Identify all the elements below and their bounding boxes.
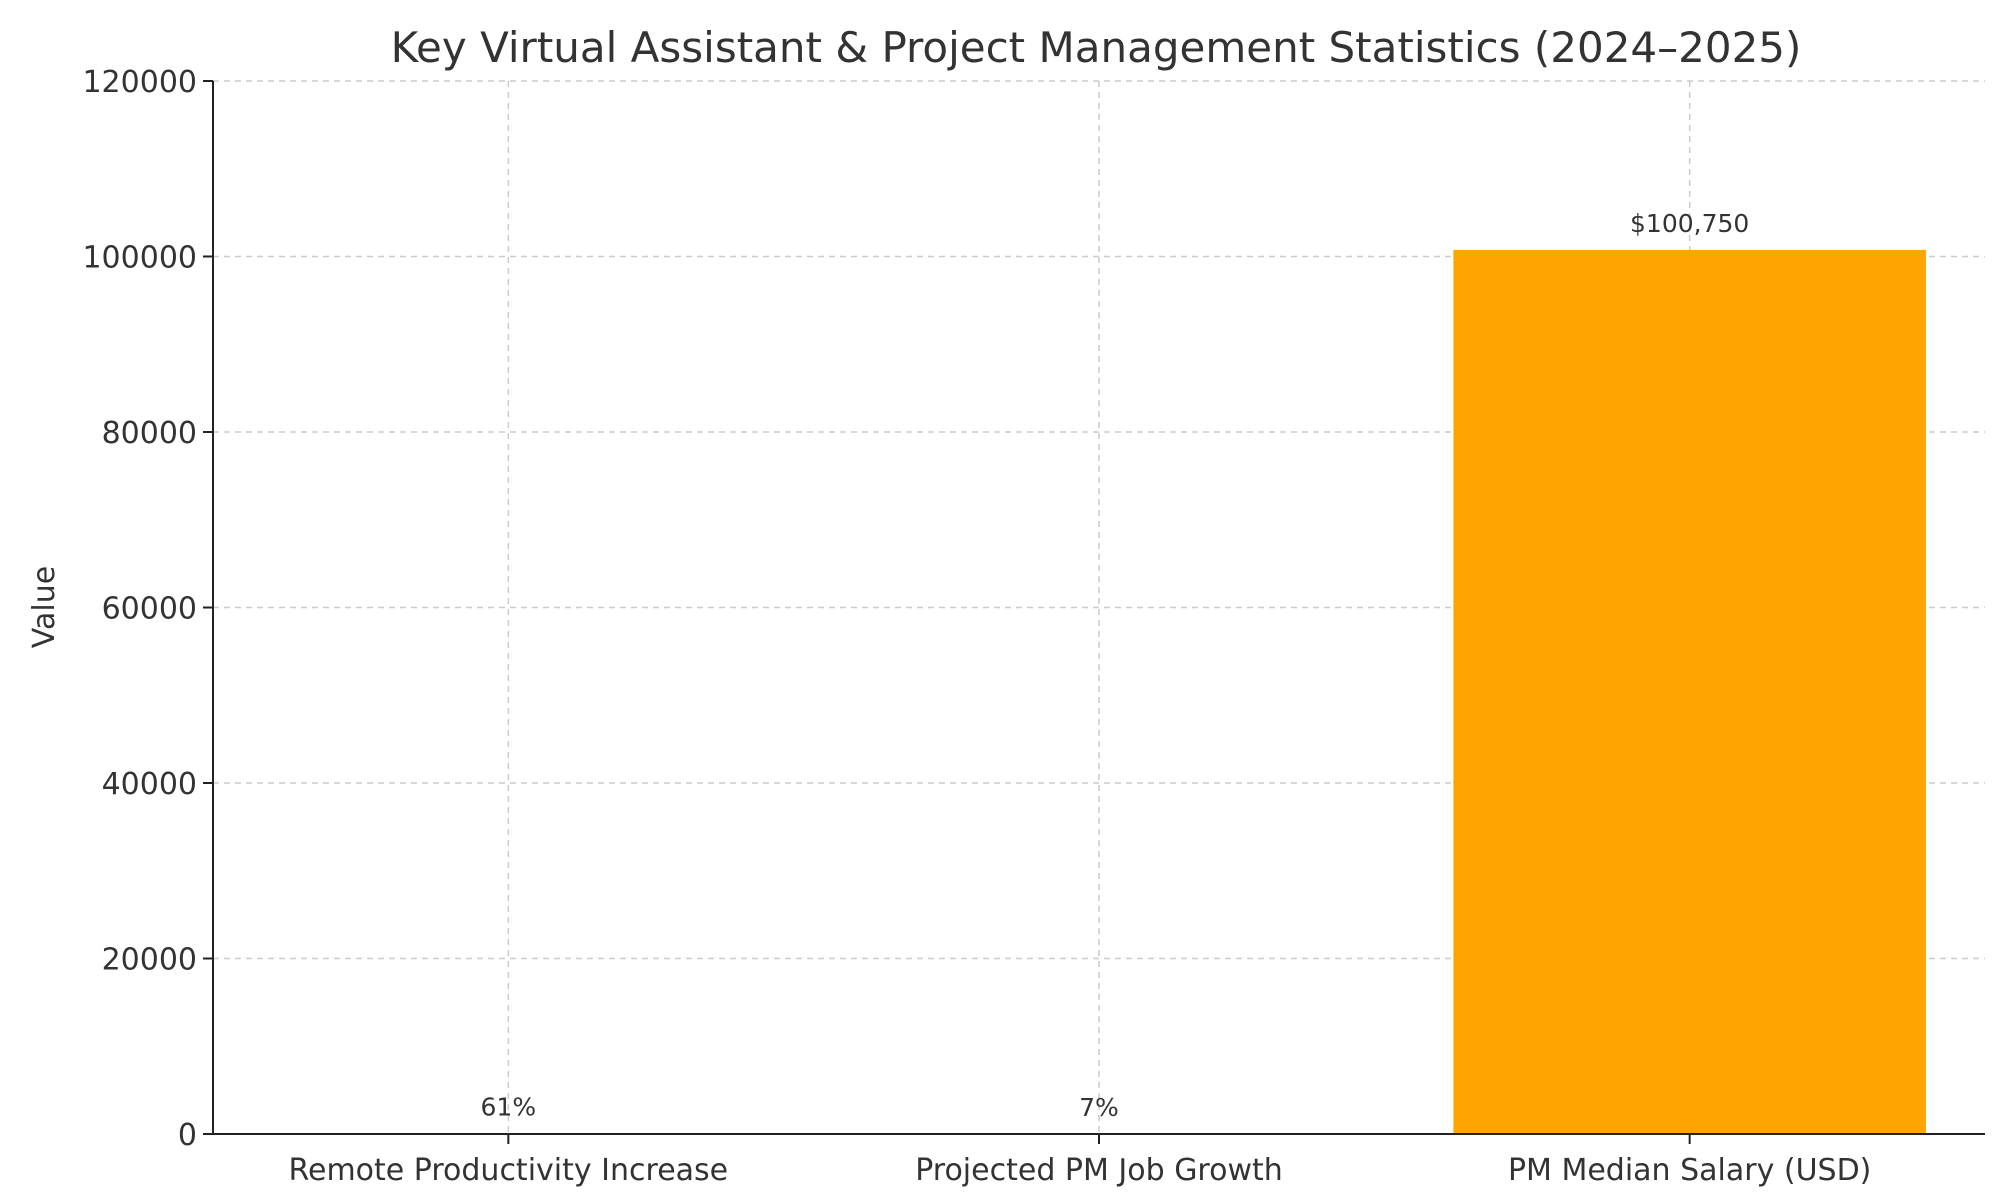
axes-layer bbox=[203, 80, 1985, 1144]
bar-data-label: $100,750 bbox=[1630, 209, 1749, 238]
labels-layer: 0 20000 40000 60000 80000 100000 120000 61% Remo… bbox=[82, 65, 1871, 1188]
x-tick-label: Projected PM Job Growth bbox=[915, 1153, 1283, 1188]
y-axis-label: Value bbox=[27, 566, 62, 648]
x-tick-label: PM Median Salary (USD) bbox=[1508, 1153, 1871, 1188]
bar bbox=[1453, 249, 1926, 1134]
chart-title: Key Virtual Assistant & Project Manageme… bbox=[391, 23, 1802, 72]
x-tick-label: Remote Productivity Increase bbox=[289, 1153, 729, 1188]
y-tick-label: 20000 bbox=[102, 943, 197, 978]
bar-data-label: 7% bbox=[1079, 1093, 1119, 1122]
y-tick-label: 100000 bbox=[82, 241, 197, 276]
bar-data-label: 61% bbox=[481, 1092, 537, 1121]
bars-layer bbox=[272, 249, 1926, 1134]
y-tick-label: 120000 bbox=[82, 65, 197, 100]
y-tick-label: 60000 bbox=[102, 592, 197, 627]
y-tick-label: 0 bbox=[178, 1118, 197, 1153]
y-tick-label: 40000 bbox=[102, 767, 197, 802]
y-tick-label: 80000 bbox=[102, 416, 197, 451]
